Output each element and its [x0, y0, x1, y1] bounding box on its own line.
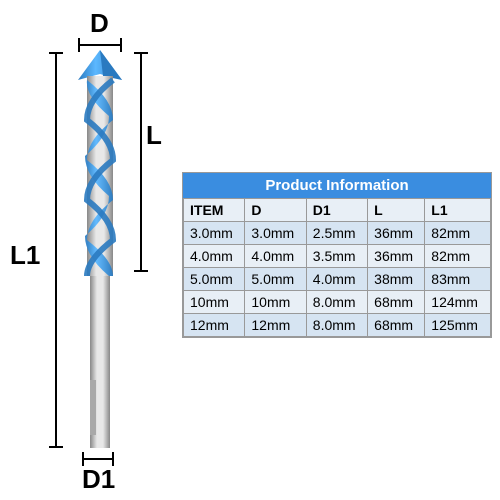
table-cell: 5.0mm	[184, 268, 245, 291]
table-cell: 36mm	[368, 222, 425, 245]
table-row: 4.0mm4.0mm3.5mm36mm82mm	[184, 245, 491, 268]
table-cell: 82mm	[425, 245, 491, 268]
table-cell: 10mm	[184, 291, 245, 314]
table-cell: 8.0mm	[306, 291, 367, 314]
dim-tick	[134, 270, 148, 272]
table-cell: 3.5mm	[306, 245, 367, 268]
table-cell: 2.5mm	[306, 222, 367, 245]
table-row: 5.0mm5.0mm4.0mm38mm83mm	[184, 268, 491, 291]
table-cell: 5.0mm	[245, 268, 306, 291]
dim-line-d	[78, 44, 122, 46]
dim-tick	[49, 446, 63, 448]
table-cell: 82mm	[425, 222, 491, 245]
table-cell: 124mm	[425, 291, 491, 314]
dim-line-d1	[82, 458, 114, 460]
dim-line-l	[140, 52, 142, 272]
table-cell: 4.0mm	[306, 268, 367, 291]
dim-label-l: L	[146, 120, 162, 151]
dim-tick	[82, 452, 84, 466]
table-row: 10mm10mm8.0mm68mm124mm	[184, 291, 491, 314]
dim-label-d1: D1	[82, 464, 115, 495]
column-header: D1	[306, 199, 367, 222]
column-header: L	[368, 199, 425, 222]
dim-tick	[112, 452, 114, 466]
table-row: 12mm12mm8.0mm68mm125mm	[184, 314, 491, 337]
table-cell: 12mm	[184, 314, 245, 337]
table-cell: 8.0mm	[306, 314, 367, 337]
table-cell: 3.0mm	[245, 222, 306, 245]
column-header: D	[245, 199, 306, 222]
column-header: ITEM	[184, 199, 245, 222]
table-cell: 68mm	[368, 291, 425, 314]
table-body: 3.0mm3.0mm2.5mm36mm82mm4.0mm4.0mm3.5mm36…	[184, 222, 491, 337]
dim-label-l1: L1	[10, 240, 40, 271]
table-cell: 68mm	[368, 314, 425, 337]
table-cell: 36mm	[368, 245, 425, 268]
dim-tick	[49, 52, 63, 54]
table-cell: 4.0mm	[245, 245, 306, 268]
table-cell: 3.0mm	[184, 222, 245, 245]
drill-bit-icon	[75, 50, 125, 450]
spec-table: ITEMDD1LL1 3.0mm3.0mm2.5mm36mm82mm4.0mm4…	[183, 198, 491, 337]
product-info-table: Product Information ITEMDD1LL1 3.0mm3.0m…	[182, 172, 492, 338]
drill-diagram: D L L1 D1	[0, 0, 180, 500]
dim-tick	[134, 52, 148, 54]
table-cell: 4.0mm	[184, 245, 245, 268]
dim-line-l1	[55, 52, 57, 448]
table-title: Product Information	[183, 173, 491, 198]
table-cell: 83mm	[425, 268, 491, 291]
table-cell: 12mm	[245, 314, 306, 337]
table-cell: 38mm	[368, 268, 425, 291]
table-header-row: ITEMDD1LL1	[184, 199, 491, 222]
dim-label-d: D	[90, 8, 109, 39]
table-row: 3.0mm3.0mm2.5mm36mm82mm	[184, 222, 491, 245]
table-cell: 10mm	[245, 291, 306, 314]
table-cell: 125mm	[425, 314, 491, 337]
column-header: L1	[425, 199, 491, 222]
